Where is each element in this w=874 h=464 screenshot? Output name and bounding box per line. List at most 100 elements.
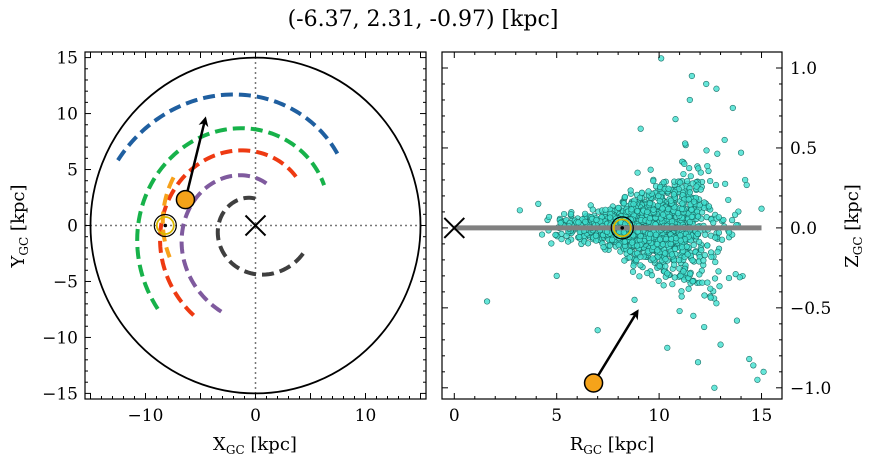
scatter-point xyxy=(552,231,559,238)
scatter-point xyxy=(725,274,733,282)
scatter-point xyxy=(686,189,693,196)
scatter-point xyxy=(650,206,657,213)
scatter-point xyxy=(685,285,692,292)
scatter-point xyxy=(725,229,733,236)
scatter-point xyxy=(707,177,714,185)
scatter-point xyxy=(671,245,679,253)
scatter-point xyxy=(606,214,614,221)
scatter-point xyxy=(689,278,696,285)
scatter-point xyxy=(621,257,628,264)
scatter-point xyxy=(516,207,523,214)
scatter-point xyxy=(742,176,749,184)
scatter-point xyxy=(705,167,712,175)
scatter-point xyxy=(717,341,724,348)
scatter-point xyxy=(694,359,702,366)
y-tick-label: 0.5 xyxy=(790,139,817,159)
scatter-point xyxy=(690,312,697,319)
spiral-arm-purple xyxy=(179,173,270,314)
scatter-point xyxy=(627,248,634,255)
scatter-point xyxy=(699,279,706,286)
scatter-point xyxy=(644,208,651,216)
scatter-point xyxy=(620,200,627,207)
scatter-point xyxy=(576,233,583,241)
scatter-point xyxy=(637,253,644,261)
scatter-point xyxy=(750,362,757,369)
scatter-point xyxy=(715,229,723,236)
scatter-point xyxy=(686,218,693,226)
scatter-point xyxy=(638,189,646,196)
scatter-point xyxy=(615,204,622,211)
scatter-point xyxy=(700,257,707,264)
scatter-point xyxy=(666,213,673,220)
scatter-point xyxy=(535,200,542,208)
scatter-point xyxy=(704,279,711,286)
scatter-point xyxy=(634,242,641,249)
y-tick-label: −0.5 xyxy=(790,299,831,319)
scatter-point xyxy=(729,104,736,112)
scatter-point xyxy=(584,240,592,247)
scatter-point xyxy=(662,263,669,270)
scatter-point xyxy=(627,187,634,194)
y-tick-label: 15 xyxy=(56,49,78,69)
scatter-point xyxy=(594,327,601,334)
scatter-point xyxy=(701,292,708,299)
scatter-point xyxy=(655,277,662,284)
y-tick-label: −10 xyxy=(42,328,78,348)
scatter-point xyxy=(631,296,638,303)
scatter-point xyxy=(685,196,692,203)
scatter-point xyxy=(701,323,708,331)
scatter-point xyxy=(704,242,711,249)
scatter-point xyxy=(707,294,714,301)
scatter-point xyxy=(592,232,600,239)
scatter-point xyxy=(680,170,687,178)
scatter-point xyxy=(688,206,695,213)
star-position-marker xyxy=(175,189,196,210)
scatter-point xyxy=(715,268,722,275)
x-tick-label: 10 xyxy=(648,406,670,426)
scatter-point xyxy=(659,241,666,248)
scatter-point xyxy=(713,85,720,92)
scatter-point xyxy=(733,317,741,324)
right-axes-frame xyxy=(441,51,783,400)
scatter-point xyxy=(677,237,684,244)
scatter-point xyxy=(664,344,671,351)
scatter-point xyxy=(754,376,761,383)
scatter-point xyxy=(646,215,654,222)
scatter-point xyxy=(725,196,732,204)
scatter-point xyxy=(661,250,669,257)
scatter-point xyxy=(589,206,596,213)
scatter-point xyxy=(703,147,710,154)
scatter-point xyxy=(615,242,622,249)
scatter-point xyxy=(696,271,703,278)
scatter-point xyxy=(679,200,686,207)
spiral-arm-gray xyxy=(215,195,305,277)
scatter-point xyxy=(678,205,685,213)
scatter-point xyxy=(712,258,719,266)
scatter-point xyxy=(701,252,709,259)
scatter-point xyxy=(545,213,553,221)
scatter-point xyxy=(702,231,709,238)
scatter-point xyxy=(662,235,670,243)
scatter-point xyxy=(654,247,661,254)
scatter-point xyxy=(630,262,637,269)
scatter-point xyxy=(649,255,656,262)
x-tick-label: 0 xyxy=(449,406,460,426)
scatter-point xyxy=(665,206,672,213)
y-tick-label: 0 xyxy=(67,217,78,237)
x-tick-label: 5 xyxy=(551,406,562,426)
scatter-point xyxy=(694,230,701,237)
chart-title: (-6.37, 2.31, -0.97) [kpc] xyxy=(288,7,559,32)
scatter-point xyxy=(711,384,718,391)
star-position-marker xyxy=(583,373,604,393)
right-panel-rz: 0 5 10 15 −1.0 −0.5 0.0 0.5 1.0 RGC [kpc] ZGC [k… xyxy=(441,51,865,457)
scatter-point xyxy=(668,251,676,258)
scatter-point xyxy=(637,232,644,240)
scatter-point xyxy=(646,200,653,207)
y-tick-label: −15 xyxy=(42,384,78,404)
scatter-point xyxy=(656,263,663,270)
scatter-point xyxy=(581,210,589,217)
y-tick-label: 10 xyxy=(56,105,78,125)
scatter-point xyxy=(621,238,628,245)
left-xlabel: XGC [kpc] xyxy=(213,434,297,457)
scatter-point xyxy=(711,275,719,282)
